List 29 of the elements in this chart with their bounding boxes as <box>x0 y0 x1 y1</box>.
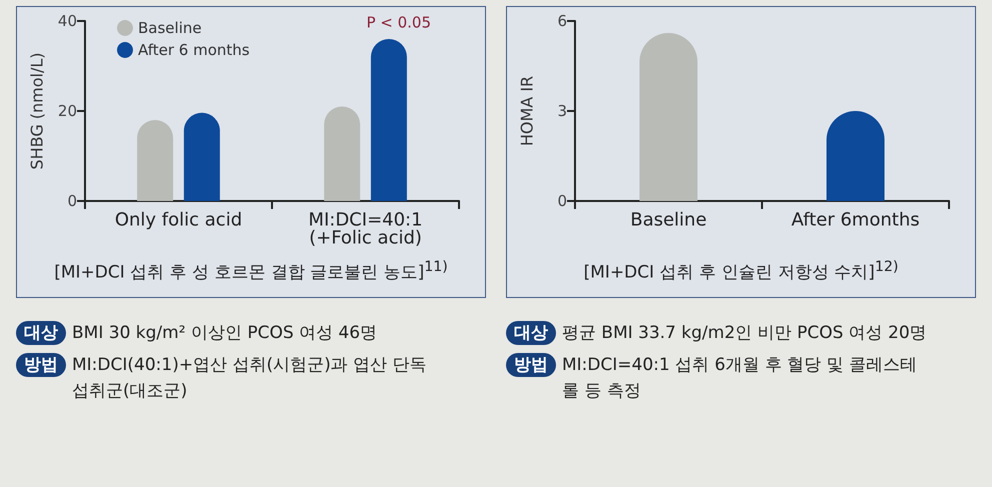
annotation: P < 0.05 <box>366 14 432 32</box>
y-tick-label: 0 <box>557 192 567 210</box>
bar <box>324 106 360 201</box>
x-tick-label: After 6months <box>791 210 920 230</box>
x-tick-label: MI:DCI=40:1 (+Folic acid) <box>308 210 423 248</box>
y-tick-label: 0 <box>67 192 77 210</box>
text: BMI 30 kg/m² 이상인 PCOS 여성 46명 <box>72 322 378 345</box>
bar <box>137 120 174 201</box>
y-tick-label: 20 <box>58 102 77 120</box>
label-badge: 대상 <box>506 321 556 345</box>
y-axis-title: SHBG (nmol/L) <box>28 52 46 170</box>
y-tick-label: 3 <box>557 102 567 120</box>
label-badge: 대상 <box>16 321 66 345</box>
text: [MI+DCI 섭취 후 인슐린 저항성 수치]$^{12)}$ <box>582 259 900 284</box>
text: [MI+DCI 섭취 후 성 호르몬 결합 글로불린 농도]$^{11)}$ <box>53 259 449 284</box>
x-tick-label: Only folic acid <box>114 210 242 230</box>
y-tick-label: 6 <box>557 12 567 30</box>
bar <box>184 112 220 201</box>
label-badge: 방법 <box>16 353 66 377</box>
y-axis-title: HOMA IR <box>518 76 536 146</box>
legend-label: Baseline <box>138 19 202 37</box>
text: 평균 BMI 33.7 kg/m2인 비만 PCOS 여성 20명 <box>562 322 927 345</box>
x-tick-label: Baseline <box>630 210 707 230</box>
text: MI:DCI=40:1 섭취 6개월 후 혈당 및 콜레스테롤 등 측정 <box>562 354 918 403</box>
y-tick-label: 40 <box>58 12 77 30</box>
bar <box>370 39 407 201</box>
legend-label: After 6 months <box>138 41 250 59</box>
label-badge: 방법 <box>506 353 556 377</box>
text: MI:DCI(40:1)+엽산 섭취(시험군)과 엽산 단독 섭취군(대조군) <box>72 354 428 403</box>
